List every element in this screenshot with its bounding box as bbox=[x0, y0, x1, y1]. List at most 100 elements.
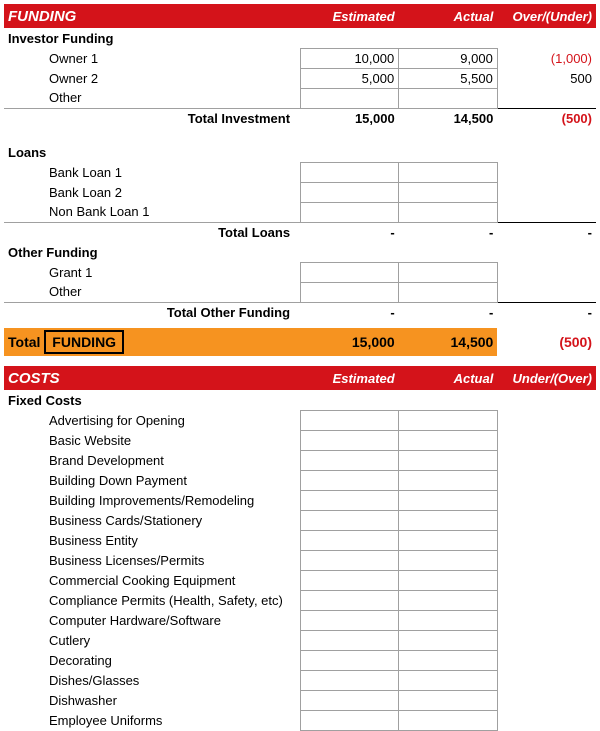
cell-estimated[interactable] bbox=[300, 670, 399, 690]
cell-estimated[interactable] bbox=[300, 470, 399, 490]
row-label: Advertising for Opening bbox=[4, 410, 300, 430]
row-label: Bank Loan 2 bbox=[4, 182, 300, 202]
cell-diff bbox=[497, 570, 596, 590]
row-label: Building Improvements/Remodeling bbox=[4, 490, 300, 510]
loans-label: Loans bbox=[4, 142, 596, 162]
cell-estimated[interactable] bbox=[300, 630, 399, 650]
loans-total: Total Loans - - - bbox=[4, 222, 596, 242]
cell-estimated[interactable] bbox=[300, 88, 399, 108]
total-diff: (500) bbox=[497, 108, 596, 128]
cell-estimated[interactable]: 10,000 bbox=[300, 48, 399, 68]
other-total: Total Other Funding - - - bbox=[4, 302, 596, 322]
cell-estimated[interactable] bbox=[300, 182, 399, 202]
col-diff: Over/(Under) bbox=[497, 4, 596, 28]
row-label: Owner 1 bbox=[4, 48, 300, 68]
cell-actual[interactable]: 5,500 bbox=[399, 68, 498, 88]
col-actual: Actual bbox=[399, 4, 498, 28]
table-row: Grant 1 bbox=[4, 262, 596, 282]
cell-estimated[interactable] bbox=[300, 510, 399, 530]
cell-actual[interactable] bbox=[399, 550, 498, 570]
cell-actual[interactable] bbox=[399, 510, 498, 530]
row-label: Cutlery bbox=[4, 630, 300, 650]
cell-actual[interactable] bbox=[399, 88, 498, 108]
cell-diff bbox=[497, 690, 596, 710]
funding-header: FUNDING Estimated Actual Over/(Under) bbox=[4, 4, 596, 28]
cell-estimated[interactable] bbox=[300, 430, 399, 450]
total-diff: - bbox=[497, 302, 596, 322]
total-label: Total Other Funding bbox=[4, 302, 300, 322]
cell-diff bbox=[497, 550, 596, 570]
row-label: Dishwasher bbox=[4, 690, 300, 710]
cell-actual[interactable] bbox=[399, 590, 498, 610]
col-estimated: Estimated bbox=[300, 4, 399, 28]
cell-diff bbox=[497, 88, 596, 108]
cell-estimated[interactable] bbox=[300, 262, 399, 282]
cell-diff bbox=[497, 530, 596, 550]
cell-actual[interactable] bbox=[399, 570, 498, 590]
cell-estimated[interactable] bbox=[300, 282, 399, 302]
total-act: - bbox=[399, 222, 498, 242]
table-row: Other bbox=[4, 282, 596, 302]
cell-actual[interactable] bbox=[399, 650, 498, 670]
cell-actual[interactable] bbox=[399, 202, 498, 222]
cell-estimated[interactable] bbox=[300, 490, 399, 510]
cell-estimated[interactable] bbox=[300, 650, 399, 670]
cell-diff bbox=[497, 162, 596, 182]
row-label: Owner 2 bbox=[4, 68, 300, 88]
cell-estimated[interactable] bbox=[300, 202, 399, 222]
col-actual: Actual bbox=[399, 366, 498, 390]
row-label: Other bbox=[4, 88, 300, 108]
grand-est: 15,000 bbox=[300, 328, 399, 356]
cell-actual[interactable] bbox=[399, 530, 498, 550]
other-funding-label: Other Funding bbox=[4, 242, 596, 262]
table-row: Business Cards/Stationery bbox=[4, 510, 596, 530]
cell-actual[interactable]: 9,000 bbox=[399, 48, 498, 68]
table-row: Owner 1 10,000 9,000 (1,000) bbox=[4, 48, 596, 68]
cell-actual[interactable] bbox=[399, 262, 498, 282]
cell-estimated[interactable] bbox=[300, 410, 399, 430]
row-label: Commercial Cooking Equipment bbox=[4, 570, 300, 590]
cell-estimated[interactable]: 5,000 bbox=[300, 68, 399, 88]
row-label: Building Down Payment bbox=[4, 470, 300, 490]
cell-diff: (1,000) bbox=[497, 48, 596, 68]
row-label: Business Entity bbox=[4, 530, 300, 550]
spreadsheet: FUNDING Estimated Actual Over/(Under) In… bbox=[4, 4, 596, 731]
cell-diff bbox=[497, 650, 596, 670]
cell-estimated[interactable] bbox=[300, 690, 399, 710]
cell-actual[interactable] bbox=[399, 282, 498, 302]
table-row: Dishes/Glasses bbox=[4, 670, 596, 690]
row-label: Brand Development bbox=[4, 450, 300, 470]
cell-diff bbox=[497, 590, 596, 610]
cell-actual[interactable] bbox=[399, 610, 498, 630]
cell-actual[interactable] bbox=[399, 410, 498, 430]
table-row: Bank Loan 1 bbox=[4, 162, 596, 182]
cell-estimated[interactable] bbox=[300, 162, 399, 182]
table-row: Compliance Permits (Health, Safety, etc) bbox=[4, 590, 596, 610]
cell-actual[interactable] bbox=[399, 470, 498, 490]
cell-actual[interactable] bbox=[399, 630, 498, 650]
cell-actual[interactable] bbox=[399, 690, 498, 710]
row-label: Computer Hardware/Software bbox=[4, 610, 300, 630]
grand-act: 14,500 bbox=[399, 328, 498, 356]
cell-estimated[interactable] bbox=[300, 550, 399, 570]
cell-actual[interactable] bbox=[399, 182, 498, 202]
cell-actual[interactable] bbox=[399, 670, 498, 690]
cell-estimated[interactable] bbox=[300, 710, 399, 730]
table-row: Advertising for Opening bbox=[4, 410, 596, 430]
funding-title: FUNDING bbox=[4, 4, 300, 28]
cell-actual[interactable] bbox=[399, 710, 498, 730]
cell-estimated[interactable] bbox=[300, 530, 399, 550]
cell-actual[interactable] bbox=[399, 430, 498, 450]
cell-actual[interactable] bbox=[399, 162, 498, 182]
cell-actual[interactable] bbox=[399, 490, 498, 510]
cell-estimated[interactable] bbox=[300, 570, 399, 590]
cell-estimated[interactable] bbox=[300, 450, 399, 470]
row-label: Non Bank Loan 1 bbox=[4, 202, 300, 222]
cell-estimated[interactable] bbox=[300, 610, 399, 630]
table-row: Employee Uniforms bbox=[4, 710, 596, 730]
cell-diff bbox=[497, 202, 596, 222]
cell-actual[interactable] bbox=[399, 450, 498, 470]
cell-diff bbox=[497, 450, 596, 470]
cell-estimated[interactable] bbox=[300, 590, 399, 610]
table-row: Building Improvements/Remodeling bbox=[4, 490, 596, 510]
